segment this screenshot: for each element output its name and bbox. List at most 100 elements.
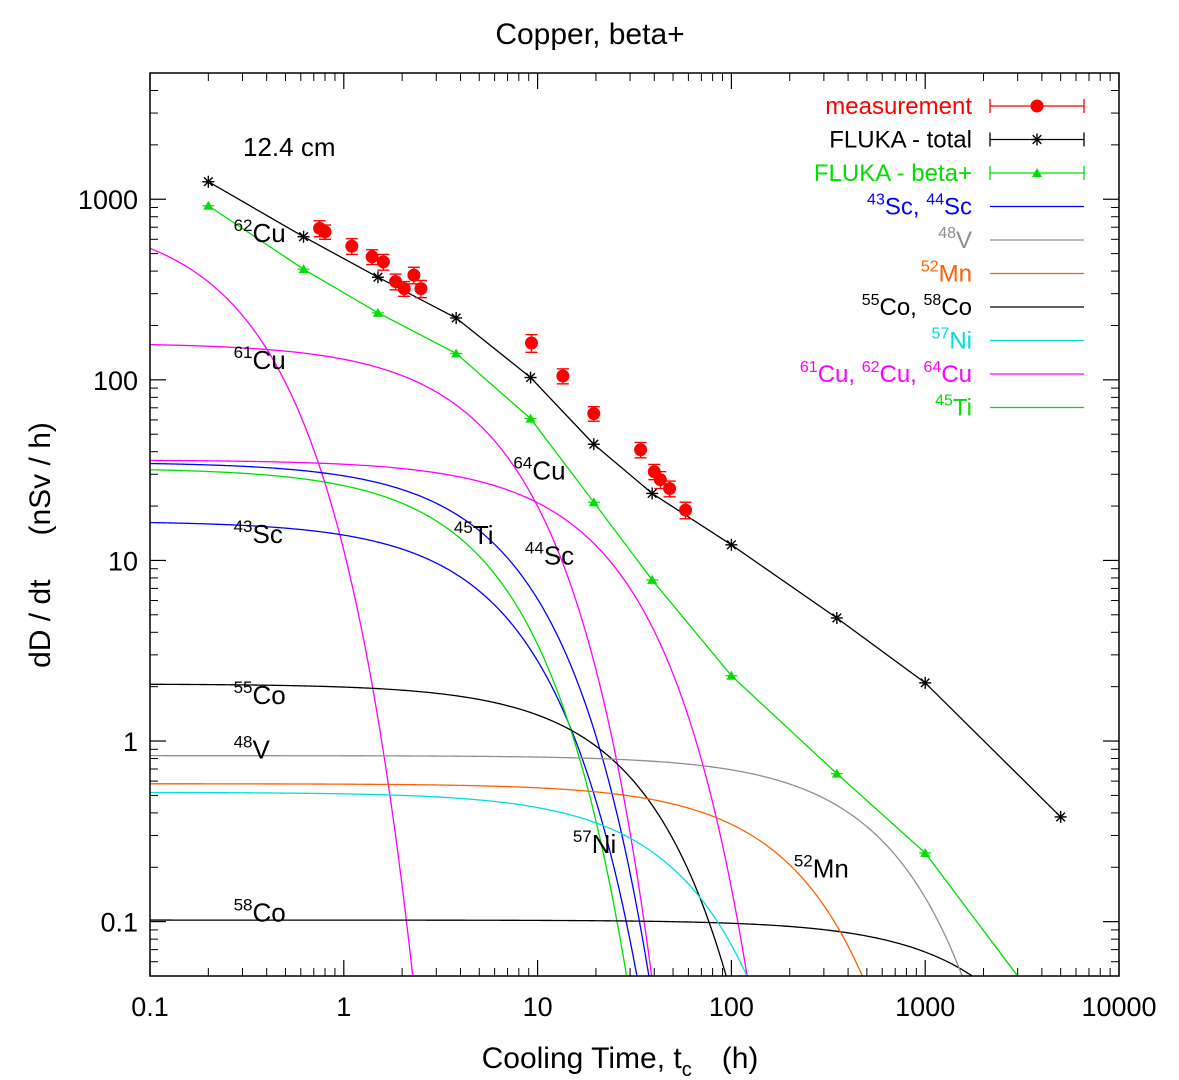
legend-label-mass: 48: [938, 225, 956, 242]
curve-label-symbol: Ti: [473, 520, 494, 550]
fluka-beta-point: [831, 768, 842, 778]
measurement-marker: [397, 282, 411, 296]
fluka-beta-point: [203, 200, 214, 210]
x-axis-title-unit: (h): [722, 1042, 759, 1075]
legend-label: 61Cu, 62Cu, 64Cu: [800, 359, 972, 388]
fluka-total-point: [587, 438, 600, 451]
curve-label-mass: 62: [234, 216, 253, 235]
measurement-point: [414, 279, 428, 299]
fluka-beta-line: [207, 205, 1019, 977]
y-axis-title: dD / dt (nSv / h): [24, 422, 57, 668]
y-tick-label: 1: [123, 727, 138, 757]
axis-ticks: 0.1 1 10 100 1000 10000 0.1 1 10 100 1000: [78, 72, 1157, 1022]
curve-label-mass: 55: [234, 678, 253, 697]
x-axis-title-sub: c: [682, 1059, 692, 1080]
legend-label-text: Cu,: [818, 361, 862, 388]
fluka-beta-point: [588, 497, 599, 507]
curve-label-45Ti: 45Ti: [454, 518, 494, 550]
fluka-beta-point: [451, 348, 462, 358]
measurement-series: [313, 220, 693, 520]
y-axis-title-text: dD / dt (nSv / h): [24, 422, 57, 668]
legend-label-text: V: [956, 227, 972, 254]
legend-label-text: measurement: [825, 93, 972, 120]
measurement-point: [376, 253, 390, 271]
curve-label-symbol: V: [253, 735, 271, 765]
legend-label-mass: 45: [935, 393, 953, 410]
legend-entry-line: 52Mn: [921, 259, 1084, 288]
legend-entry-line: 45Ti: [935, 393, 1084, 422]
curve-label-symbol: Cu: [253, 218, 286, 248]
fluka-beta-point: [298, 264, 309, 274]
isotope-curve-48V: [150, 755, 963, 977]
legend-label-text: Ni: [949, 328, 972, 355]
legend-label-mass: 55: [862, 292, 880, 309]
curve-label-mass: 64: [513, 454, 532, 473]
measurement-point: [587, 405, 601, 422]
fluka-total-point: [297, 230, 310, 243]
measurement-marker: [407, 268, 421, 282]
measurement-point: [345, 237, 359, 256]
curve-label-symbol: Cu: [253, 345, 286, 375]
legend-label-text: FLUKA - beta+: [814, 160, 972, 187]
legend-entry-line: 61Cu, 62Cu, 64Cu: [800, 359, 1084, 388]
measurement-marker: [663, 482, 677, 496]
curve-label-mass: 48: [234, 733, 253, 752]
legend-label-mass: 52: [921, 259, 939, 276]
star-stroke: [726, 540, 737, 550]
star-stroke: [588, 439, 599, 450]
legend-label-mass: 62: [862, 359, 880, 376]
isotope-curve-43Sc: [149, 521, 638, 977]
x-axis-title-main: Cooling Time, t: [482, 1042, 683, 1075]
measurement-marker: [679, 503, 693, 517]
measurement-marker: [318, 225, 332, 239]
measurement-point: [556, 368, 570, 385]
measurement-marker: [587, 407, 601, 421]
isotope-curve-62Cu: [149, 247, 414, 977]
fluka-total-point: [725, 538, 738, 551]
fluka-beta-point: [920, 847, 931, 857]
isotope-curve-55Co: [149, 683, 727, 977]
measurement-point: [389, 273, 403, 291]
isotope-curve-57Ni: [150, 791, 748, 977]
y-axis-title-main: dD / dt: [24, 579, 57, 668]
curve-label-symbol: Co: [253, 898, 286, 928]
y-tick-label: 10: [108, 546, 138, 576]
measurement-marker: [653, 473, 667, 487]
legend-label-text: Mn: [939, 261, 972, 288]
curve-label-58Co: 58Co: [234, 896, 286, 928]
y-tick-label: 100: [93, 366, 138, 396]
star-stroke: [525, 372, 536, 383]
legend-label: 45Ti: [935, 393, 972, 422]
x-tick-label: 10000: [1081, 992, 1156, 1022]
star-stroke: [832, 613, 842, 623]
legend-label-mass: 57: [932, 326, 950, 343]
fluka-beta-point: [726, 670, 737, 680]
x-tick-label: 0.1: [131, 992, 169, 1022]
plot-frame: [149, 72, 1120, 977]
curve-label-64Cu: 64Cu: [513, 454, 565, 486]
depth-annotation: 12.4 cm: [243, 132, 336, 162]
legend-label-text: Co,: [880, 294, 924, 321]
legend-label-text: Cu,: [880, 361, 924, 388]
x-tick-label: 1000: [895, 992, 955, 1022]
legend-entry-measurement: measurement: [825, 93, 1085, 120]
star-stroke: [451, 313, 461, 323]
measurement-point: [397, 280, 411, 298]
isotope-curve-44Sc: [149, 462, 650, 977]
legend-label-mass: 64: [924, 359, 942, 376]
legend-label-mass: 58: [924, 292, 942, 309]
legend-label-text: FLUKA - total: [829, 127, 972, 154]
star-stroke: [1032, 134, 1042, 145]
isotope-curve-58Co: [150, 919, 973, 977]
legend-label: 52Mn: [921, 259, 972, 288]
measurement-marker: [556, 369, 570, 383]
legend-marker: [1030, 99, 1044, 113]
curve-label-symbol: Mn: [813, 854, 849, 884]
measurement-marker: [389, 275, 403, 289]
x-tick-label: 10: [523, 992, 553, 1022]
legend-label-text: Co: [941, 294, 972, 321]
isotope-curves: [149, 247, 973, 977]
curve-label-symbol: Co: [253, 680, 286, 710]
curve-label-61Cu: 61Cu: [234, 343, 286, 375]
